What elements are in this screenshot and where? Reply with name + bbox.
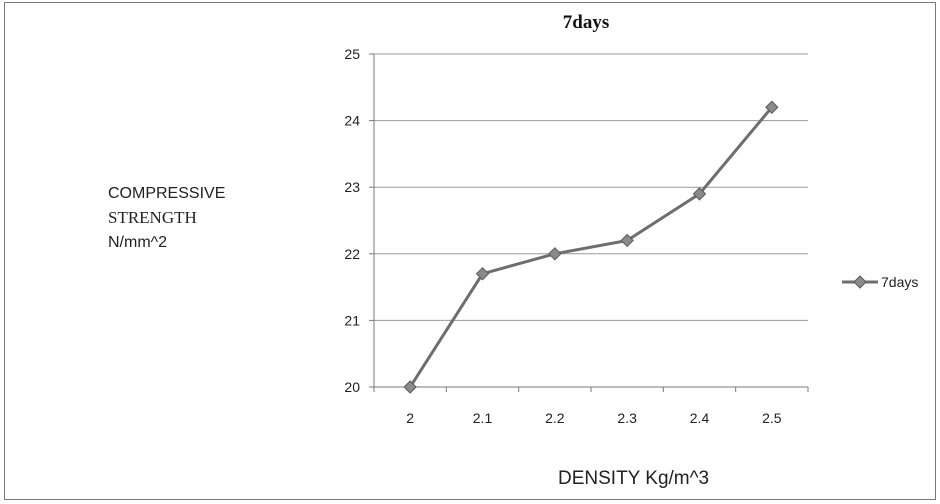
chart-title: 7days — [563, 12, 609, 33]
x-tick-label: 2.2 — [545, 410, 565, 426]
data-point — [403, 380, 417, 394]
y-tick-label: 23 — [344, 179, 360, 195]
x-tick-label: 2.4 — [690, 410, 710, 426]
x-tick-label: 2.1 — [473, 410, 493, 426]
chart-frame — [4, 2, 936, 500]
x-tick-label: 2 — [406, 410, 414, 426]
y-tick-label: 25 — [344, 46, 360, 62]
y-axis-label-line-3: N/mm^2 — [108, 234, 167, 251]
x-tick-label: 2.3 — [617, 410, 637, 426]
axes — [369, 53, 809, 392]
gridlines — [374, 53, 808, 321]
data-point — [548, 247, 562, 261]
legend-marker — [853, 275, 867, 289]
x-tick-labels: 2 2.1 2.2 2.3 2.4 2.5 — [406, 410, 782, 426]
y-tick-label: 22 — [344, 246, 360, 262]
y-tick-label: 24 — [344, 113, 360, 129]
y-tick-label: 21 — [344, 312, 360, 328]
y-axis-label-line-2: STRENGTH — [108, 208, 197, 227]
data-point — [692, 187, 707, 201]
y-tick-label: 20 — [344, 379, 360, 395]
x-tick-label: 2.5 — [762, 410, 782, 426]
legend-label: 7days — [881, 274, 918, 290]
y-tick-labels: 20 21 22 23 24 25 — [344, 46, 360, 395]
data-point — [765, 100, 779, 114]
series-line — [408, 106, 773, 388]
data-point — [475, 267, 490, 281]
x-axis-label: DENSITY Kg/m^3 — [558, 468, 709, 489]
data-point — [620, 233, 634, 248]
legend: 7days — [842, 274, 918, 290]
y-axis-label-line-1: COMPRESSIVE — [108, 185, 225, 202]
series-7days — [403, 100, 779, 394]
